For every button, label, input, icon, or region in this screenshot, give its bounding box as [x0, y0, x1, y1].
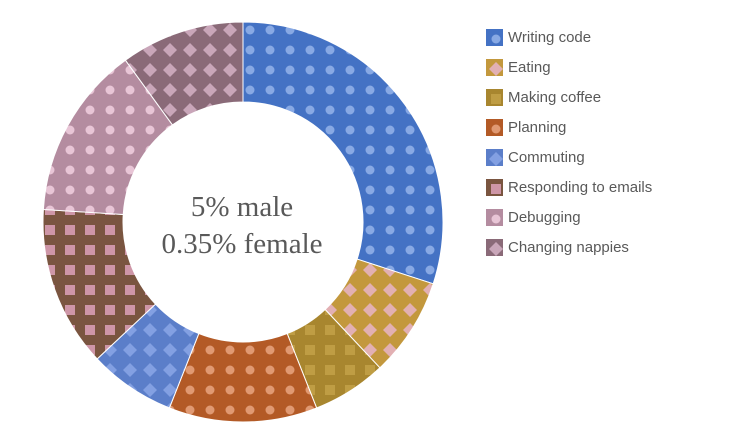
legend-label: Planning	[508, 118, 567, 136]
slice-writing-code	[242, 21, 444, 285]
legend-swatch	[486, 118, 503, 136]
legend-swatch	[486, 208, 503, 226]
legend-label: Changing nappies	[508, 238, 629, 256]
legend-item-changing-nappies: Changing nappies	[486, 232, 652, 262]
legend-label: Writing code	[508, 28, 592, 46]
legend: Writing code Eating Making coffee Planning C…	[486, 22, 652, 262]
legend-item-planning: Planning	[486, 112, 652, 142]
legend-item-responding-to-emails: Responding to emails	[486, 172, 652, 202]
legend-swatch	[486, 28, 503, 46]
center-label-male: 5% male	[190, 191, 294, 223]
legend-item-debugging: Debugging	[486, 202, 652, 232]
legend-swatch	[486, 178, 503, 196]
legend-swatch	[486, 58, 503, 76]
legend-item-making-coffee: Making coffee	[486, 82, 652, 112]
slice-changing-nappies	[124, 21, 244, 126]
donut-chart-plot	[42, 21, 444, 423]
legend-label: Responding to emails	[508, 178, 653, 196]
legend-swatch	[486, 238, 503, 256]
center-label-female: 0.35% female	[161, 228, 323, 260]
legend-item-commuting: Commuting	[486, 142, 652, 172]
legend-swatch	[486, 88, 503, 106]
legend-label: Making coffee	[508, 88, 602, 106]
legend-label: Commuting	[508, 148, 585, 166]
legend-item-eating: Eating	[486, 52, 652, 82]
legend-item-writing-code: Writing code	[486, 22, 652, 52]
legend-label: Eating	[508, 58, 551, 76]
legend-swatch	[486, 148, 503, 166]
legend-label: Debugging	[508, 208, 581, 226]
